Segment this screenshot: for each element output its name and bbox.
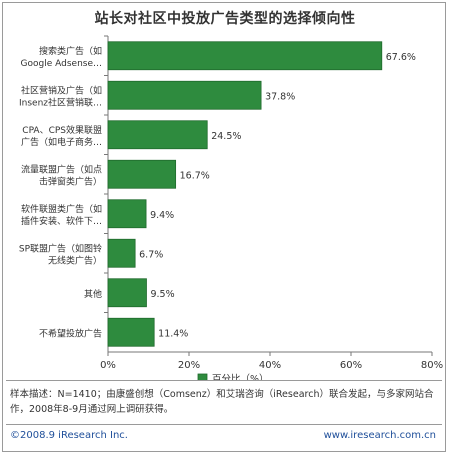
bar-chart: 0% 20% 40% 60% 80% 67.6% 搜索类广告（如 Google Adsense… bbox=[19, 35, 443, 380]
category-label: 社区营销及广告（如 bbox=[21, 84, 102, 96]
bar bbox=[107, 120, 208, 150]
category-label: 插件安装、软件下… bbox=[21, 215, 102, 227]
x-tick-label: 20% bbox=[178, 360, 200, 371]
bar bbox=[107, 317, 155, 347]
separator-top bbox=[6, 380, 442, 381]
category-label: SP联盟广告（如图铃 bbox=[19, 242, 102, 254]
value-label: 6.7% bbox=[139, 249, 163, 260]
value-label: 9.5% bbox=[150, 289, 174, 300]
x-tick-label: 60% bbox=[340, 360, 362, 371]
category-label: 其他 bbox=[84, 288, 102, 300]
category-label: 无线类广告） bbox=[48, 254, 102, 266]
bar bbox=[107, 159, 177, 189]
category-label: 击弹窗类广告） bbox=[39, 175, 102, 187]
value-label: 67.6% bbox=[386, 52, 416, 63]
category-label: 软件联盟类广告（如 bbox=[21, 203, 102, 215]
website-text: www.iresearch.com.cn bbox=[323, 430, 436, 441]
value-label: 9.4% bbox=[150, 210, 174, 221]
value-label: 24.5% bbox=[211, 131, 241, 142]
category-label: Insenz社区营销联… bbox=[19, 96, 102, 108]
bar bbox=[107, 80, 262, 110]
legend-swatch bbox=[197, 373, 208, 380]
category-label: CPA、CPS效果联盟 bbox=[22, 124, 102, 136]
sample-note: 样本描述：N=1410；由康盛创想（Comsenz）和艾瑞咨询（iResearc… bbox=[10, 389, 434, 415]
x-tick-label: 0% bbox=[100, 360, 116, 371]
category-label: 流量联盟广告（如点 bbox=[21, 163, 102, 175]
x-tick-label: 80% bbox=[421, 360, 443, 371]
value-label: 37.8% bbox=[265, 91, 295, 102]
separator-bottom bbox=[6, 424, 442, 425]
chart-title: 站长对社区中投放广告类型的选择倾向性 bbox=[94, 11, 356, 27]
value-label: 16.7% bbox=[180, 170, 210, 181]
copyright-text: ©2008.9 iResearch Inc. bbox=[10, 430, 128, 441]
category-label: 不希望投放广告 bbox=[39, 327, 102, 339]
legend-label: 百分比（%） bbox=[212, 373, 269, 380]
bar bbox=[107, 199, 147, 229]
category-label: 广告（如电子商务… bbox=[21, 136, 102, 148]
category-label: Google Adsense… bbox=[21, 59, 102, 69]
category-label: 搜索类广告（如 bbox=[39, 45, 102, 57]
bar bbox=[107, 278, 147, 308]
chart-frame bbox=[2, 2, 446, 452]
x-tick-label: 40% bbox=[259, 360, 281, 371]
bar bbox=[107, 238, 136, 268]
bar bbox=[107, 41, 383, 71]
value-label: 11.4% bbox=[158, 328, 188, 339]
